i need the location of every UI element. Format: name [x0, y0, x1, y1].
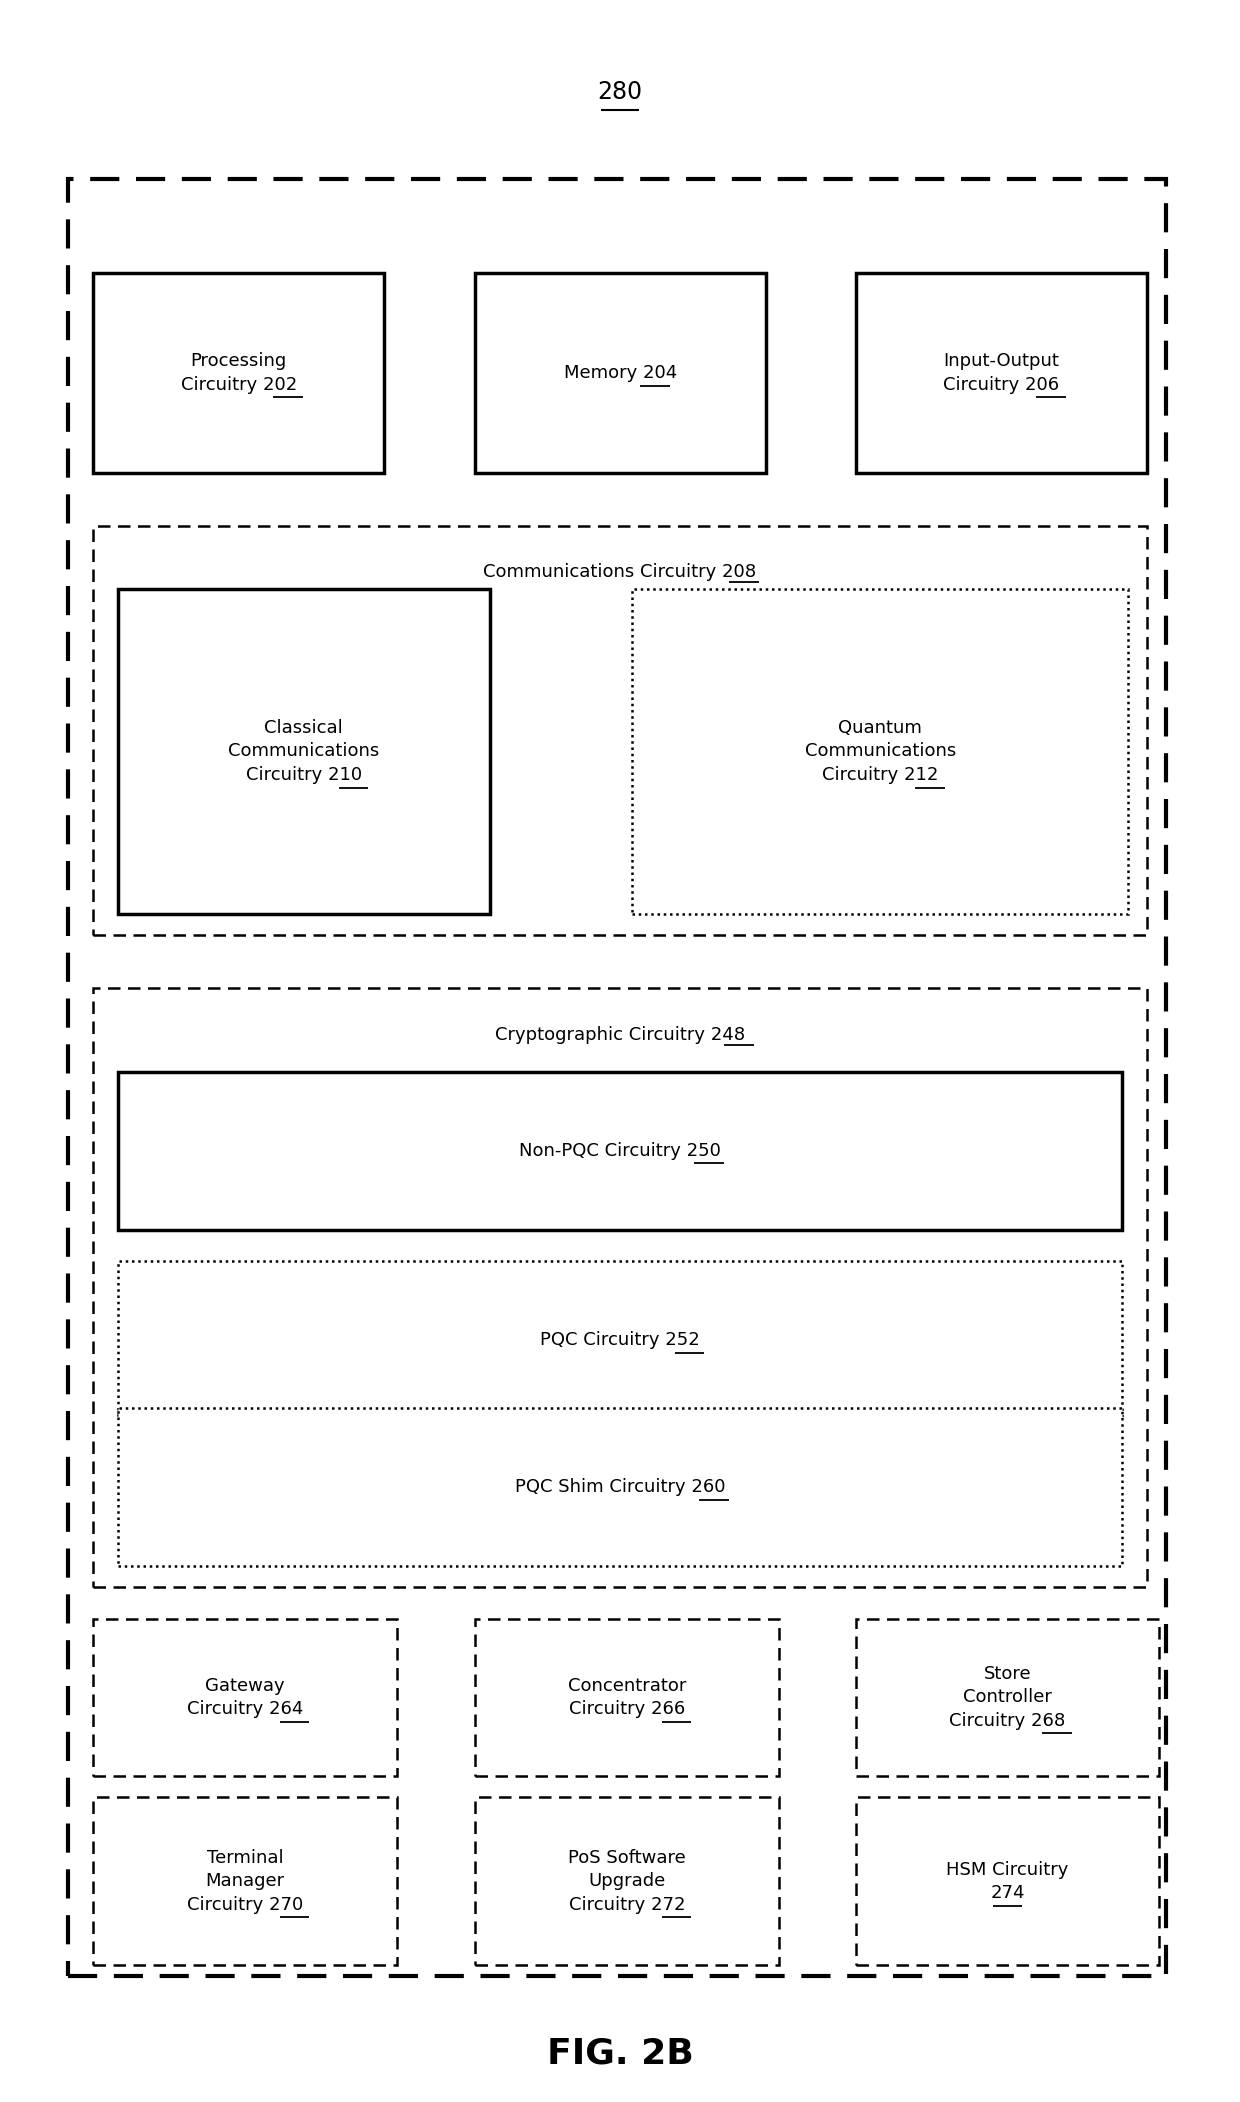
Text: Memory 204: Memory 204 [564, 364, 677, 383]
Text: Processing: Processing [191, 353, 286, 370]
Bar [856, 1797, 1159, 1965]
Text: Controller: Controller [963, 1688, 1052, 1707]
Text: Communications: Communications [228, 742, 379, 761]
Text: FIG. 2B: FIG. 2B [547, 2037, 693, 2070]
Bar [856, 1619, 1159, 1776]
Bar [856, 273, 1147, 473]
Bar [475, 1797, 779, 1965]
Bar [118, 1261, 1122, 1419]
Bar [93, 988, 1147, 1587]
Bar [93, 273, 384, 473]
Bar [93, 1619, 397, 1776]
Text: Quantum: Quantum [838, 719, 923, 738]
Text: 274: 274 [991, 1883, 1024, 1902]
Text: HSM Circuitry: HSM Circuitry [946, 1860, 1069, 1879]
Text: Circuitry 210: Circuitry 210 [246, 765, 362, 784]
Bar [118, 1408, 1122, 1566]
Text: Upgrade: Upgrade [588, 1873, 666, 1890]
Text: PoS Software: PoS Software [568, 1850, 686, 1867]
Text: Cryptographic Circuitry 248: Cryptographic Circuitry 248 [495, 1026, 745, 1045]
Text: Circuitry 202: Circuitry 202 [181, 376, 296, 393]
Text: Circuitry 268: Circuitry 268 [950, 1711, 1065, 1730]
Text: Concentrator: Concentrator [568, 1677, 686, 1694]
Bar [93, 1797, 397, 1965]
Text: Gateway: Gateway [205, 1677, 285, 1694]
Text: PQC Shim Circuitry 260: PQC Shim Circuitry 260 [515, 1478, 725, 1497]
Text: Non-PQC Circuitry 250: Non-PQC Circuitry 250 [520, 1141, 720, 1160]
Text: Circuitry 270: Circuitry 270 [187, 1896, 303, 1913]
Text: Communications Circuitry 208: Communications Circuitry 208 [484, 563, 756, 582]
Text: Manager: Manager [206, 1873, 284, 1890]
Text: Communications: Communications [805, 742, 956, 761]
Bar [632, 589, 1128, 914]
Text: Circuitry 272: Circuitry 272 [569, 1896, 684, 1913]
Text: Store: Store [983, 1665, 1032, 1684]
Text: 280: 280 [598, 80, 642, 105]
Text: PQC Circuitry 252: PQC Circuitry 252 [541, 1331, 699, 1349]
Text: Input-Output: Input-Output [944, 353, 1059, 370]
Text: Circuitry 266: Circuitry 266 [569, 1701, 684, 1717]
Bar [475, 1619, 779, 1776]
Bar [118, 589, 490, 914]
Bar [475, 273, 766, 473]
Text: Terminal: Terminal [207, 1850, 283, 1867]
Bar [68, 179, 1166, 1976]
Text: Circuitry 212: Circuitry 212 [822, 765, 939, 784]
Text: Circuitry 206: Circuitry 206 [944, 376, 1059, 393]
Text: Classical: Classical [264, 719, 343, 738]
Bar [93, 526, 1147, 935]
Bar [118, 1072, 1122, 1230]
Text: Circuitry 264: Circuitry 264 [187, 1701, 303, 1717]
